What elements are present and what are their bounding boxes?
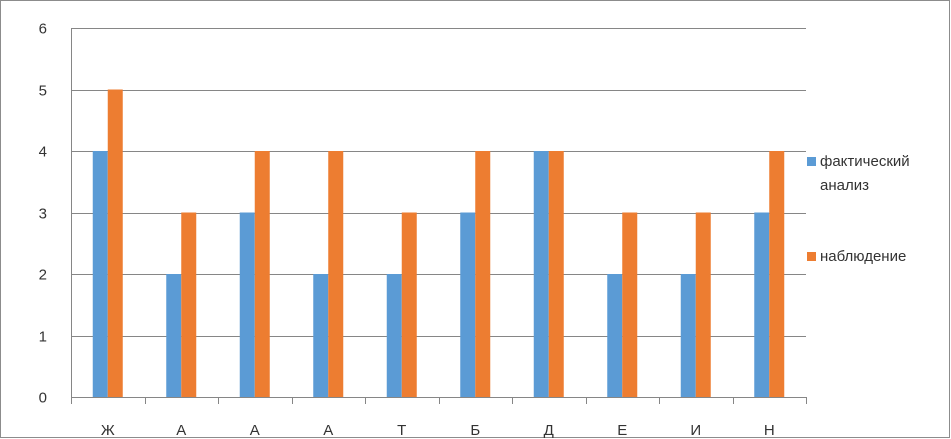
legend-label-line: анализ	[820, 177, 869, 194]
x-tick-label: Ж	[101, 422, 115, 439]
bar	[254, 151, 270, 397]
bar	[181, 212, 197, 397]
bar	[622, 212, 638, 397]
legend-entry: фактический анализ	[807, 153, 910, 194]
bar	[313, 274, 329, 397]
legend-swatch	[807, 252, 816, 261]
bar	[401, 212, 417, 397]
legend-label-line: фактический	[820, 153, 910, 170]
legend-label-line: наблюдение	[820, 248, 906, 265]
x-tick-label: И	[690, 422, 701, 439]
x-tick-label: Б	[470, 422, 480, 439]
y-tick-label: 5	[39, 83, 47, 100]
bar	[386, 274, 402, 397]
x-tick-label: Д	[544, 422, 554, 439]
x-tick-label: А	[323, 422, 333, 439]
legend-swatch	[807, 157, 816, 166]
bar	[328, 151, 344, 397]
bar	[754, 212, 770, 397]
bars	[92, 89, 785, 397]
bar	[548, 151, 564, 397]
bar	[107, 89, 123, 397]
x-tick-label: А	[176, 422, 186, 439]
bar	[475, 151, 491, 397]
y-tick-label: 2	[39, 267, 47, 284]
y-tick-label: 3	[39, 206, 47, 223]
bar	[533, 151, 549, 397]
y-tick-labels: 0 1 2 3 4 5 6	[39, 21, 47, 407]
x-axis	[71, 28, 807, 404]
y-tick-label: 4	[39, 144, 47, 161]
x-tick-label: Н	[764, 422, 775, 439]
y-tick-label: 0	[39, 390, 47, 407]
x-tick-label: А	[250, 422, 260, 439]
legend-label: фактический анализ	[820, 153, 910, 194]
bar	[166, 274, 182, 397]
bar	[769, 151, 785, 397]
bar	[607, 274, 623, 397]
bar	[92, 151, 108, 397]
y-tick-label: 1	[39, 329, 47, 346]
x-tick-label: Е	[617, 422, 627, 439]
legend-label: наблюдение	[820, 248, 906, 265]
legend-entry: наблюдение	[807, 248, 906, 265]
y-tick-label: 6	[39, 21, 47, 38]
bar	[695, 212, 711, 397]
bar	[460, 212, 476, 397]
legend: фактический анализ наблюдение	[807, 153, 910, 265]
x-tick-label: Т	[397, 422, 406, 439]
bar	[239, 212, 255, 397]
bar	[680, 274, 696, 397]
